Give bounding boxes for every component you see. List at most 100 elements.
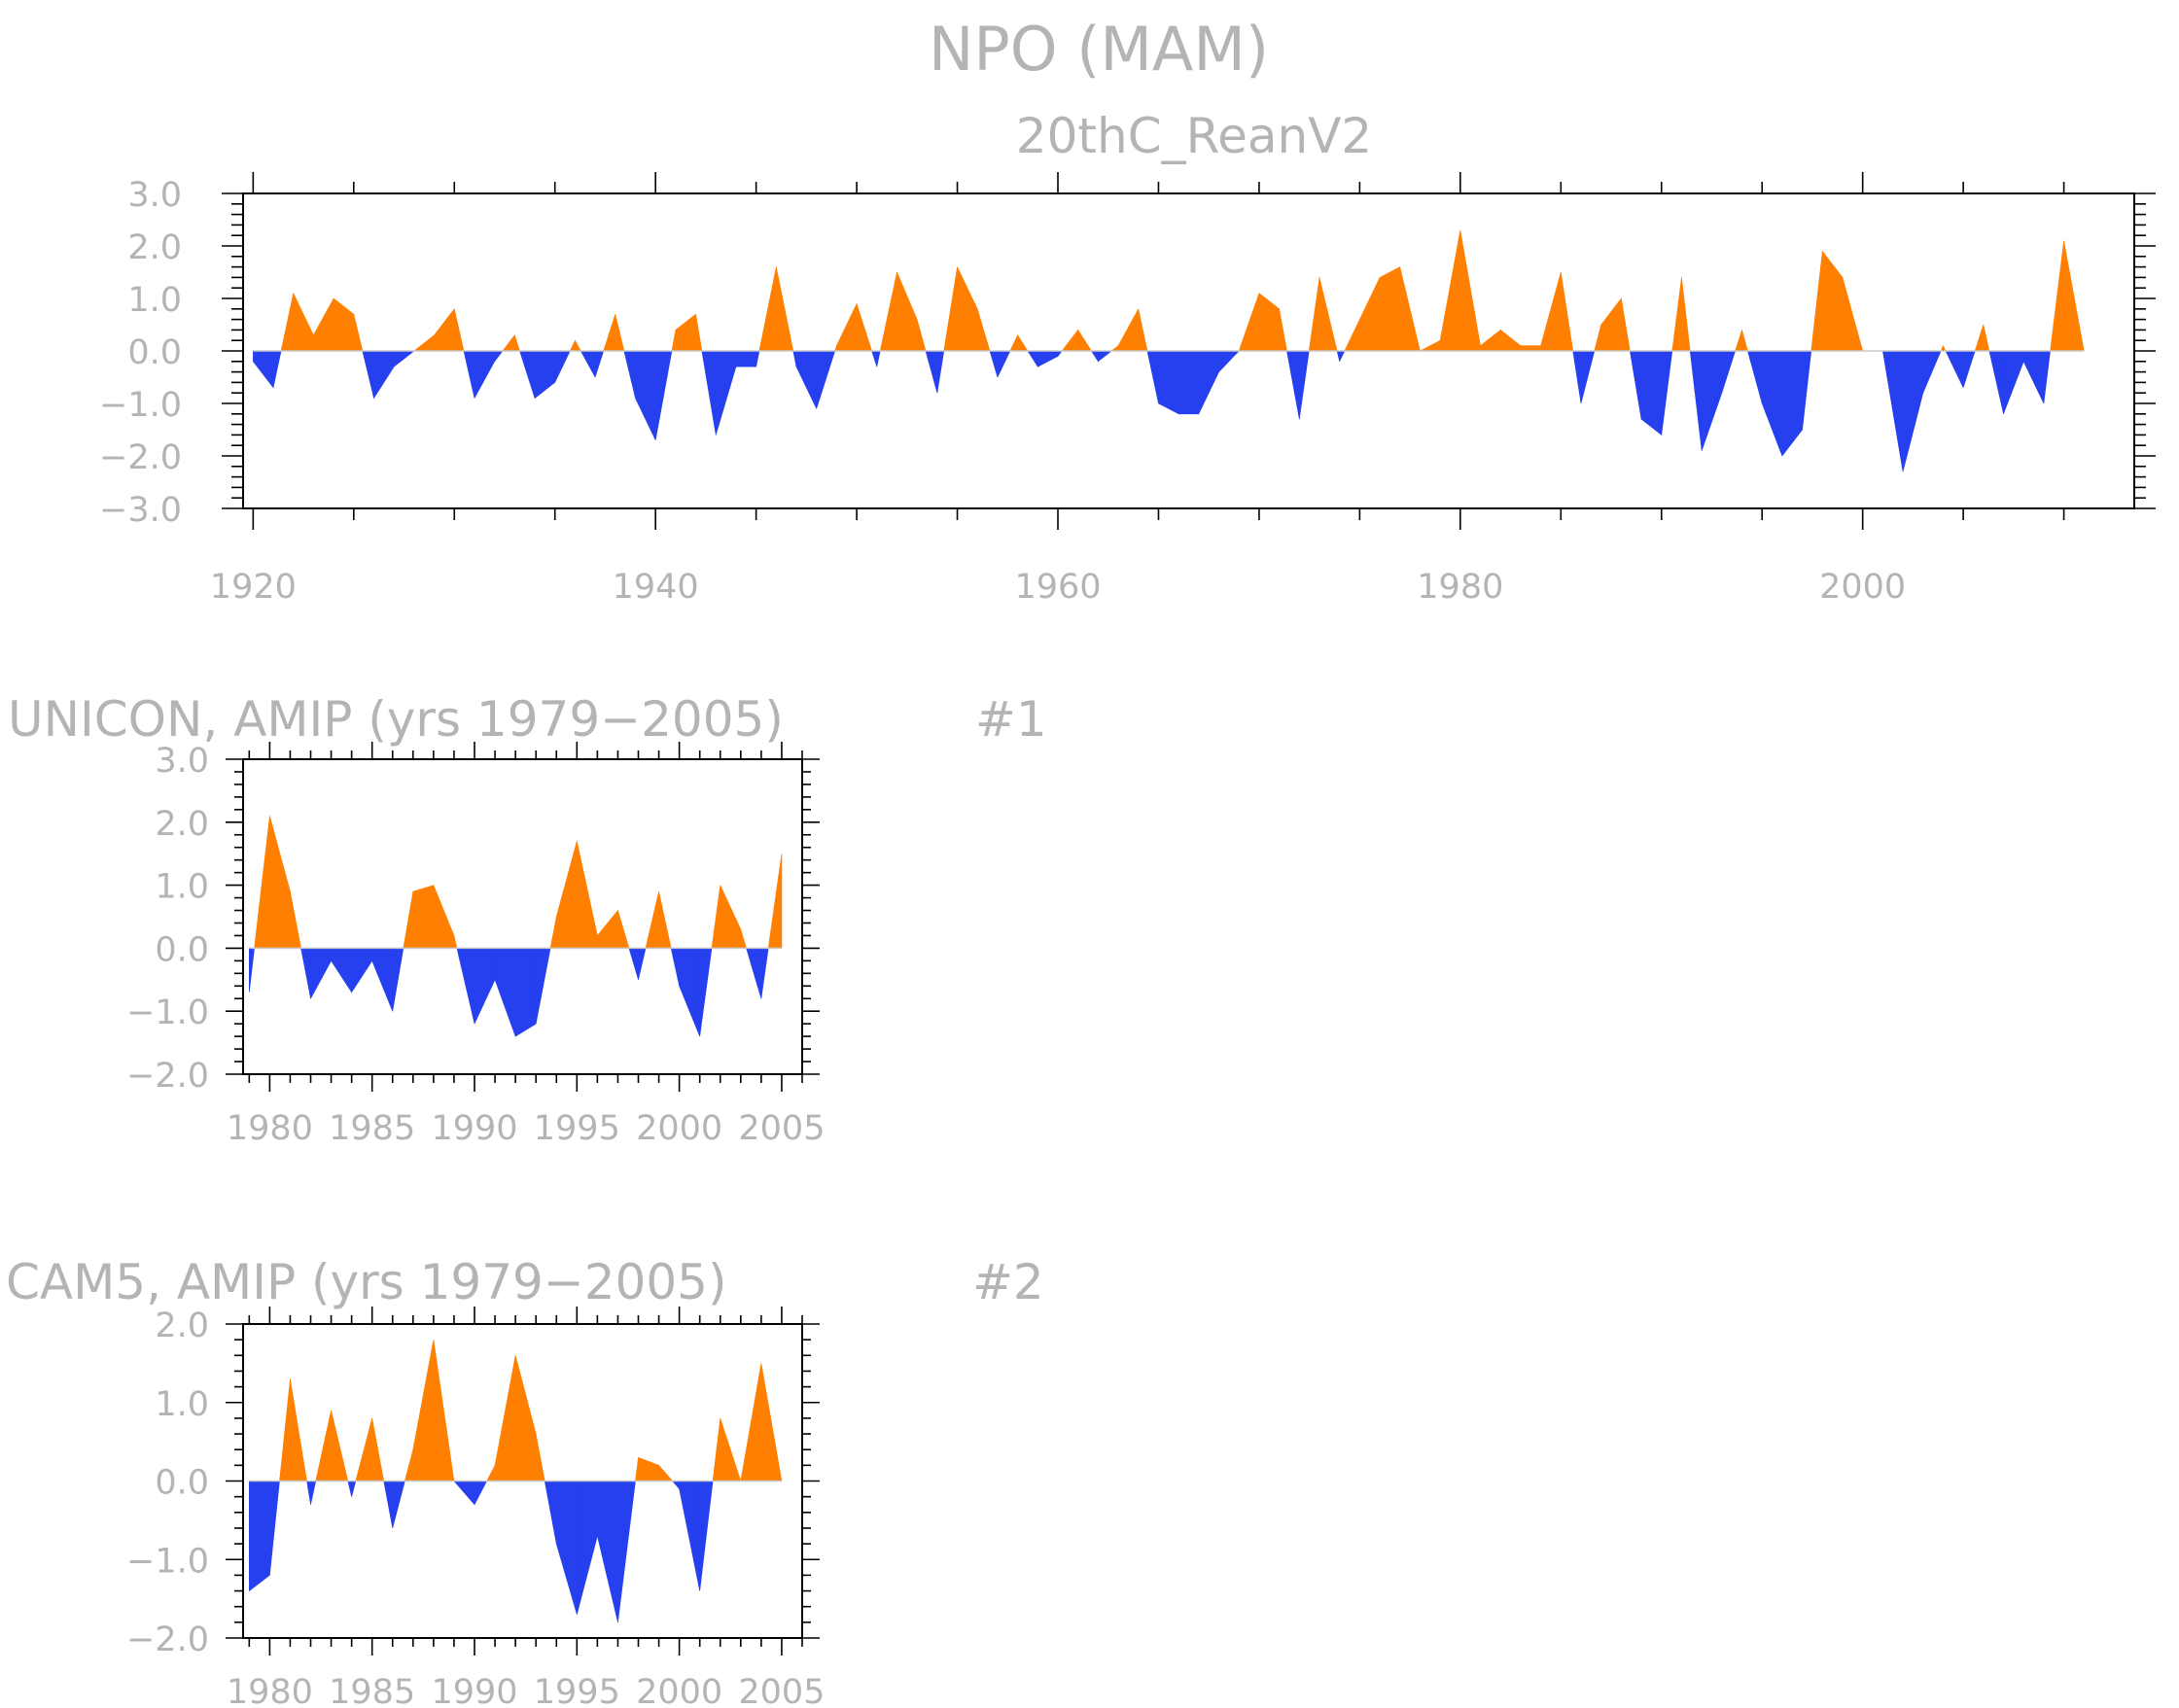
- positive-area: [575, 340, 581, 352]
- negative-area: [555, 1481, 578, 1615]
- negative-area: [1057, 350, 1063, 358]
- negative-area: [936, 350, 945, 394]
- negative-area: [1988, 350, 2004, 414]
- negative-area: [594, 350, 605, 378]
- positive-area: [333, 297, 355, 352]
- negative-area: [474, 948, 496, 1025]
- y-tick-label: 1.0: [155, 868, 209, 907]
- x-tick-label: 1980: [227, 1109, 313, 1148]
- x-tick-label: 1920: [210, 568, 297, 607]
- negative-area: [453, 1481, 475, 1506]
- panel-cam5: 2.0 1.0 0.0 −1.0 −2.0 1980 1985 1990 1995 2000 200…: [126, 1307, 825, 1708]
- negative-area: [310, 948, 332, 999]
- negative-area: [494, 350, 504, 363]
- negative-area: [535, 948, 551, 1025]
- positive-area: [486, 1465, 496, 1481]
- positive-area: [1379, 266, 1401, 352]
- negative-area: [249, 948, 255, 993]
- positive-area: [1600, 297, 1622, 352]
- negative-area: [373, 350, 395, 400]
- y-tick-label: 3.0: [155, 742, 209, 781]
- y-tick-label: −2.0: [126, 1621, 209, 1659]
- y-tick-label: 2.0: [155, 1307, 209, 1345]
- figure-title: NPO (MAM): [929, 14, 1269, 85]
- negative-area: [519, 350, 536, 399]
- positive-area: [331, 1410, 349, 1481]
- negative-area: [249, 1481, 270, 1592]
- positive-area: [879, 271, 897, 352]
- y-tick-label: 3.0: [127, 176, 182, 215]
- negative-area: [617, 1481, 636, 1622]
- positive-area: [353, 314, 364, 352]
- negative-area: [756, 350, 760, 367]
- positive-area: [638, 1456, 659, 1481]
- negative-area: [456, 948, 475, 1025]
- positive-area: [290, 891, 301, 949]
- negative-area: [1339, 350, 1346, 362]
- x-tick-label: 1985: [329, 1673, 415, 1708]
- negative-area: [635, 350, 656, 440]
- negative-area: [701, 350, 717, 436]
- negative-area: [577, 1481, 598, 1615]
- negative-area: [1721, 350, 1737, 394]
- y-tick-label: 2.0: [127, 228, 182, 267]
- positive-area: [1420, 339, 1441, 352]
- positive-area: [1974, 324, 1985, 352]
- x-tick-label: 2005: [738, 1109, 825, 1148]
- positive-area: [711, 885, 721, 949]
- positive-area: [658, 1464, 674, 1481]
- positive-area: [1399, 266, 1421, 352]
- positive-area: [254, 816, 270, 949]
- negative-area: [392, 948, 404, 1012]
- positive-area: [1017, 333, 1029, 352]
- y-tick-label: −1.0: [126, 993, 209, 1032]
- positive-area: [453, 935, 458, 949]
- y-tick-label: −2.0: [126, 1057, 209, 1096]
- negative-area: [544, 1481, 557, 1545]
- negative-area: [638, 948, 647, 980]
- x-tick-label: 1995: [534, 1673, 620, 1708]
- positive-area: [836, 303, 858, 352]
- positive-area: [776, 266, 794, 352]
- negative-area: [580, 350, 596, 378]
- positive-area: [577, 841, 598, 949]
- negative-area: [1701, 350, 1723, 451]
- negative-area: [494, 948, 516, 1037]
- y-tick-label: 2.0: [155, 805, 209, 844]
- x-tick-label: 2005: [738, 1673, 825, 1708]
- positive-area: [315, 1410, 332, 1481]
- positive-area: [615, 314, 625, 352]
- positive-area: [603, 314, 616, 352]
- negative-area: [746, 948, 762, 999]
- negative-area: [1802, 350, 1812, 431]
- negative-area: [347, 1481, 352, 1497]
- negative-area: [679, 1481, 700, 1591]
- negative-area: [1037, 350, 1059, 367]
- x-tick-label: 1985: [329, 1109, 415, 1148]
- plot-frame: [242, 758, 803, 1075]
- positive-area: [1943, 345, 1947, 352]
- positive-area: [1983, 324, 1990, 352]
- panel-label-unicon: #1: [975, 691, 1047, 748]
- positive-area: [957, 266, 978, 352]
- positive-area: [597, 909, 618, 949]
- positive-area: [720, 1417, 742, 1481]
- negative-area: [351, 1481, 357, 1497]
- positive-area: [355, 1417, 372, 1481]
- negative-area: [362, 350, 374, 399]
- negative-area: [1090, 350, 1099, 363]
- positive-area: [635, 1457, 639, 1481]
- y-tick-label: 1.0: [155, 1385, 209, 1424]
- y-tick-label: 1.0: [127, 281, 182, 320]
- negative-area: [392, 1481, 405, 1529]
- positive-area: [2063, 240, 2085, 352]
- positive-area: [404, 1449, 414, 1481]
- positive-area: [1480, 329, 1501, 352]
- negative-area: [871, 350, 878, 367]
- positive-area: [412, 1340, 435, 1481]
- positive-area: [1359, 277, 1381, 352]
- negative-area: [1922, 350, 1942, 394]
- negative-area: [351, 948, 372, 993]
- y-tick-label: −1.0: [99, 386, 182, 425]
